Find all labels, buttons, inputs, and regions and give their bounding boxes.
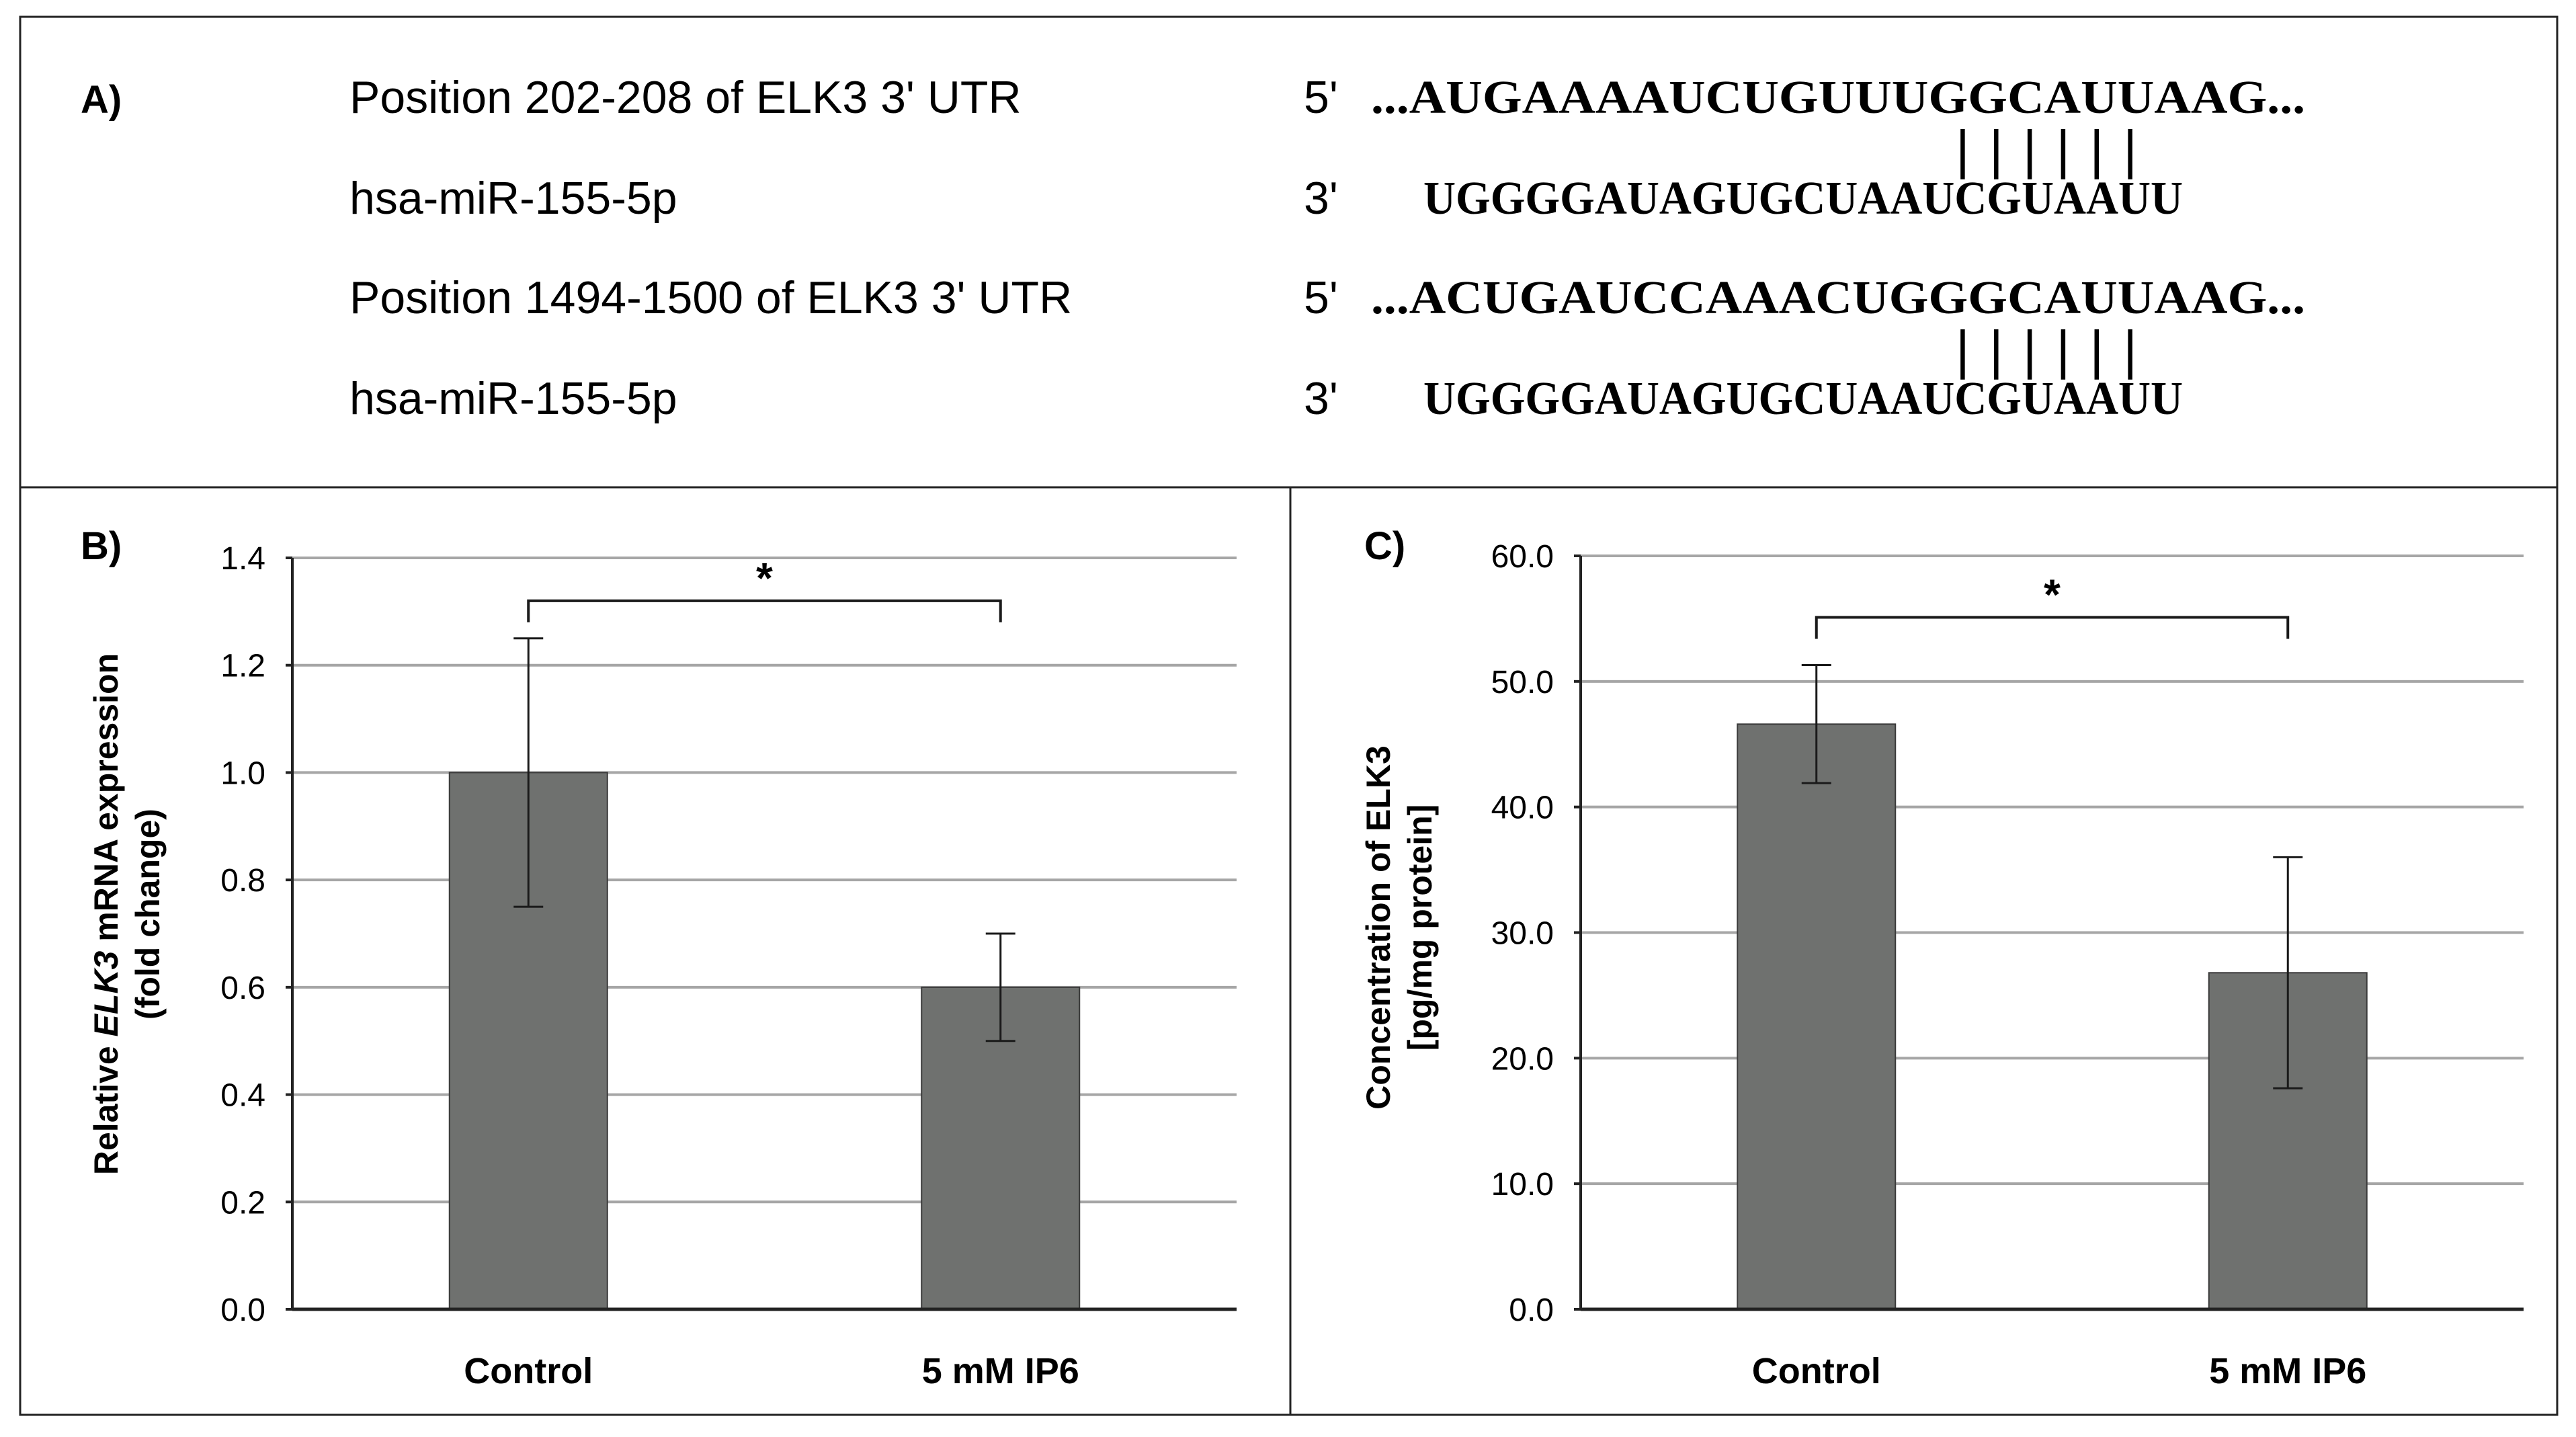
- alignment-2-mirna-sequence: UGGGGAUAGUGCUAAUCGUAAUU: [1423, 373, 2183, 425]
- chart-c-x-tick-label: Control: [1752, 1351, 1881, 1391]
- alignment-2-mirna-name: hsa-miR-155-5p: [349, 373, 677, 424]
- alignment-2-pairing-bars: ||||||: [1956, 320, 2137, 380]
- chart-c: C) 0.0 10.0 20.0 30.0 40.0 50.0 60.0 Control 5 …: [1360, 524, 2524, 1391]
- chart-c-significance-star: *: [2044, 571, 2061, 619]
- chart-c-axes: [1574, 555, 2524, 1311]
- panel-b-label: B): [81, 524, 122, 568]
- chart-c-y-tick-label: 50.0: [1491, 665, 1554, 700]
- chart-b-y-tick-label: 0.0: [220, 1292, 265, 1328]
- chart-c-y-axis-title: Concentration of ELK3: [1360, 745, 1397, 1110]
- chart-b-y-tick-label: 1.4: [220, 541, 265, 577]
- chart-b-x-tick-label: 5 mM IP6: [922, 1351, 1079, 1391]
- chart-b-y-tick-labels: 0.0 0.2 0.4 0.6 0.8 1.0 1.2 1.4: [220, 541, 265, 1328]
- alignment-1-target-name: Position 202-208 of ELK3 3' UTR: [349, 72, 1022, 123]
- chart-b-y-tick-label: 1.2: [220, 649, 265, 684]
- chart-b-x-tick-labels: Control 5 mM IP6: [464, 1351, 1079, 1391]
- chart-b-y-tick-label: 0.4: [220, 1078, 265, 1114]
- chart-b-y-tick-label: 1.0: [220, 755, 265, 791]
- chart-b-bars: [448, 772, 1081, 1311]
- panel-b-frame: [19, 486, 1292, 1416]
- chart-c-y-tick-labels: 0.0 10.0 20.0 30.0 40.0 50.0 60.0: [1491, 539, 1554, 1328]
- alignment-1-target-prime: 5': [1304, 72, 1338, 123]
- chart-c-y-tick-label: 10.0: [1491, 1167, 1554, 1202]
- chart-c-bars: [1737, 723, 2368, 1310]
- chart-c-y-tick-label: 60.0: [1491, 539, 1554, 575]
- chart-c-significance: *: [1815, 571, 2290, 639]
- chart-c-significance-bracket: [1815, 616, 2290, 639]
- chart-c-x-tick-labels: Control 5 mM IP6: [1752, 1351, 2367, 1391]
- chart-c-y-tick-label: 30.0: [1491, 916, 1554, 952]
- alignment-2-mirna-prime: 3': [1304, 373, 1338, 424]
- alignment-1-target-sequence: ...AUGAAAAUCUGUUUGGCAUUAAG...: [1371, 72, 2305, 124]
- chart-c-y-tick-label: 0.0: [1509, 1292, 1554, 1328]
- chart-b-y-tick-label: 0.6: [220, 971, 265, 1006]
- chart-c-bar: [1737, 723, 1897, 1310]
- chart-b-significance-star: *: [756, 554, 773, 602]
- chart-b-y-tick-label: 0.8: [220, 863, 265, 899]
- alignment-1-pairing-bars: ||||||: [1956, 120, 2137, 179]
- chart-b-y-axis-title: Relative ELK3 mRNA expression: [87, 653, 125, 1175]
- chart-b-gridlines: [292, 557, 1237, 1204]
- alignment-1-mirna-prime: 3': [1304, 173, 1338, 224]
- chart-b-significance: *: [527, 554, 1002, 622]
- chart-c-y-axis-title-line2: [pg/mg protein]: [1401, 805, 1439, 1051]
- chart-c-y-tick-label: 20.0: [1491, 1041, 1554, 1077]
- alignment-2-target-prime: 5': [1304, 272, 1338, 323]
- chart-c-error-bars: [1801, 664, 2303, 1090]
- chart-b-x-tick-label: Control: [464, 1351, 593, 1391]
- panel-a-label: A): [81, 78, 122, 122]
- chart-c-x-tick-label: 5 mM IP6: [2209, 1351, 2366, 1391]
- chart-b: B) 0.0 0.2 0.4 0.6 0.8 1.0 1.2 1.4 Control 5 mM …: [81, 524, 1237, 1391]
- chart-b-significance-bracket: [527, 599, 1002, 622]
- alignment-2-target-sequence: ...ACUGAUCCAAACUGGGCAUUAAG...: [1371, 272, 2305, 324]
- chart-b-axes: [286, 557, 1237, 1311]
- alignment-1-mirna-name: hsa-miR-155-5p: [349, 173, 677, 224]
- panel-c-frame: [1289, 486, 2559, 1416]
- chart-b-y-axis-title-line2: (fold change): [129, 809, 167, 1020]
- chart-c-gridlines: [1581, 555, 2524, 1186]
- chart-c-y-tick-label: 40.0: [1491, 790, 1554, 826]
- alignment-1-mirna-sequence: UGGGGAUAGUGCUAAUCGUAAUU: [1423, 173, 2183, 224]
- chart-b-error-bars: [513, 637, 1015, 1042]
- alignment-2-target-name: Position 1494-1500 of ELK3 3' UTR: [349, 272, 1072, 323]
- panel-c-label: C): [1364, 524, 1405, 568]
- chart-b-y-tick-label: 0.2: [220, 1185, 265, 1221]
